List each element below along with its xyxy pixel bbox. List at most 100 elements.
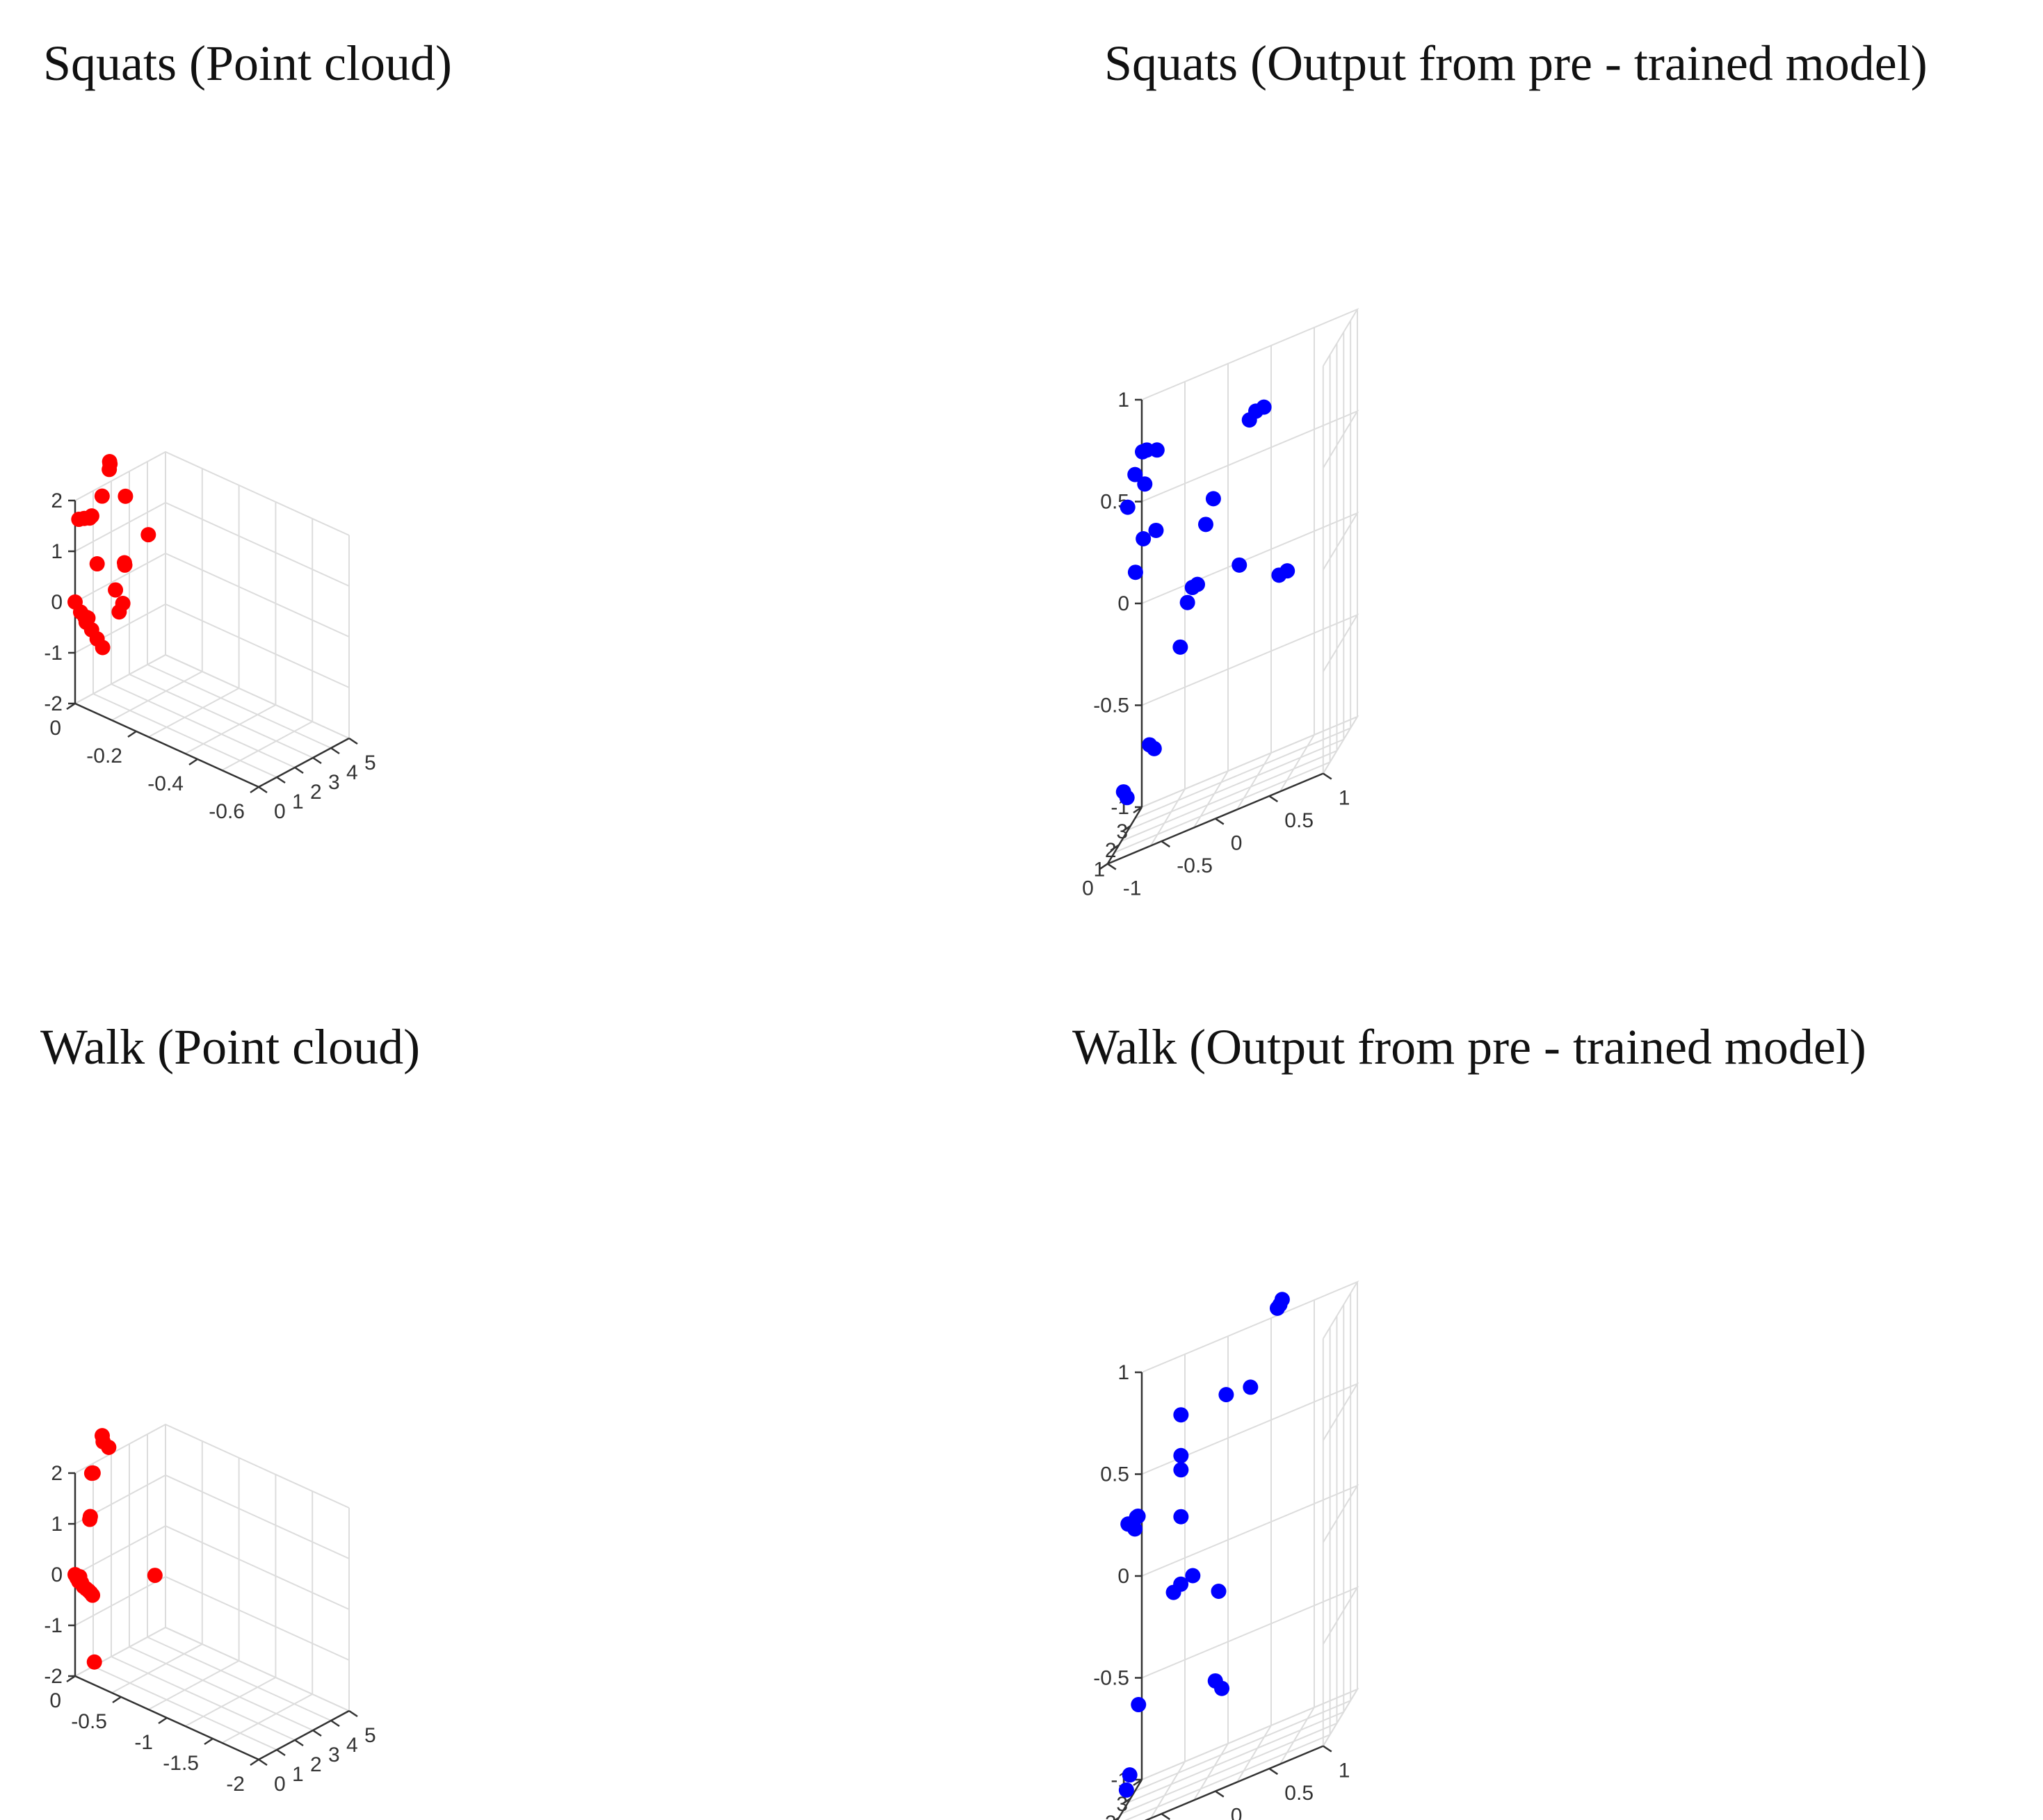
- grid-line: [1149, 1761, 1186, 1819]
- data-point: [1173, 1509, 1189, 1525]
- grid-line: [1141, 1689, 1358, 1780]
- grid-line: [147, 664, 332, 749]
- data-point: [1197, 517, 1213, 533]
- grid-line: [74, 1626, 350, 1712]
- grid-line: [165, 1627, 350, 1712]
- right-tick-label: 0: [274, 1773, 286, 1796]
- right-tick-mark: [1215, 1790, 1225, 1798]
- data-point: [1122, 1767, 1138, 1783]
- left-tick-mark: [188, 758, 198, 766]
- z-tick-label: -1: [44, 1614, 63, 1637]
- chart-panel-4: Walk (Output from pre - trained model)-1…: [1072, 1019, 1866, 1820]
- left-tick-mark: [1110, 844, 1120, 852]
- z-tick-label: 1: [51, 540, 63, 563]
- right-tick-mark: [1161, 1813, 1170, 1820]
- right-tick-mark: [1323, 772, 1332, 780]
- right-tick-mark: [348, 737, 358, 745]
- right-tick-label: 1: [1339, 787, 1350, 810]
- data-point: [1274, 1292, 1290, 1308]
- grid-line: [148, 688, 240, 738]
- right-tick-label: 3: [328, 771, 340, 794]
- right-tick-label: 3: [328, 1744, 340, 1766]
- left-tick-mark: [66, 1675, 76, 1683]
- data-point: [1243, 1379, 1259, 1395]
- grid-line: [1141, 1484, 1359, 1577]
- right-tick-label: -1: [1123, 877, 1142, 900]
- z-tick-label: 2: [51, 489, 63, 512]
- z-tick-label: -1: [44, 642, 63, 665]
- left-tick-label: -0.6: [209, 800, 245, 823]
- right-tick-mark: [312, 1729, 322, 1737]
- data-point: [1185, 1568, 1201, 1584]
- grid-line: [1141, 613, 1359, 706]
- grid-line: [1127, 1711, 1344, 1803]
- grid-line: [1124, 1734, 1331, 1820]
- grid-line: [147, 1636, 332, 1721]
- data-point: [1211, 1583, 1227, 1599]
- z-tick-label: 0.5: [1100, 1463, 1129, 1486]
- right-tick-label: 1: [292, 1763, 304, 1786]
- right-tick-mark: [276, 776, 286, 784]
- right-tick-label: 4: [346, 1734, 358, 1757]
- right-tick-mark: [330, 747, 340, 755]
- z-tick-label: -2: [44, 1665, 63, 1688]
- left-tick-label: -1.5: [163, 1752, 199, 1775]
- data-point: [1146, 740, 1162, 756]
- data-point: [82, 1509, 98, 1525]
- grid-line: [148, 1660, 240, 1710]
- left-tick-label: 2: [1105, 1812, 1117, 1820]
- grid-line: [1114, 761, 1331, 854]
- grid-line: [1193, 1743, 1229, 1801]
- left-tick-mark: [1133, 1778, 1142, 1787]
- data-point: [83, 508, 99, 524]
- data-point: [1173, 1447, 1189, 1463]
- left-tick-mark: [250, 786, 259, 794]
- grid-line: [74, 1525, 350, 1610]
- grid-line: [1141, 307, 1359, 400]
- data-point: [102, 456, 118, 472]
- left-tick-mark: [158, 1716, 168, 1725]
- right-tick-mark: [294, 766, 304, 774]
- right-tick-mark: [258, 1758, 268, 1766]
- grid-line: [1141, 511, 1359, 604]
- data-point: [85, 1465, 101, 1481]
- left-tick-label: -0.4: [147, 772, 184, 795]
- right-tick-mark: [1268, 1768, 1278, 1776]
- data-point: [108, 582, 124, 598]
- left-axis: [1106, 806, 1143, 865]
- data-point: [1136, 531, 1152, 547]
- grid-line: [1279, 734, 1315, 793]
- right-tick-label: 1: [1339, 1760, 1350, 1782]
- data-point: [1120, 1516, 1136, 1532]
- data-point: [117, 557, 133, 573]
- right-tick-label: 0: [274, 800, 286, 823]
- grid-line: [184, 704, 276, 754]
- grid-line: [1121, 1723, 1337, 1814]
- data-point: [1279, 563, 1295, 579]
- z-tick-label: -2: [44, 692, 63, 715]
- right-tick-mark: [312, 756, 322, 765]
- grid-line: [111, 671, 203, 721]
- z-tick-label: -0.5: [1093, 1667, 1129, 1690]
- left-tick-label: 0: [1082, 877, 1094, 900]
- data-point: [1149, 442, 1165, 458]
- right-tick-mark: [294, 1739, 304, 1747]
- data-point: [95, 640, 111, 656]
- data-point: [1173, 1462, 1189, 1478]
- data-point: [1232, 557, 1247, 573]
- right-tick-mark: [348, 1709, 358, 1718]
- grid-line: [1134, 727, 1351, 820]
- left-tick-mark: [1099, 863, 1108, 870]
- left-axis: [1116, 1779, 1143, 1820]
- data-point: [94, 488, 110, 504]
- data-point: [147, 1568, 163, 1584]
- grid-line: [129, 674, 314, 758]
- z-tick-label: -0.5: [1093, 694, 1129, 717]
- data-point: [1131, 1697, 1147, 1713]
- grid-line: [1279, 1707, 1315, 1765]
- left-tick-mark: [112, 1696, 122, 1704]
- grid-line: [1141, 1586, 1359, 1679]
- data-point: [1120, 499, 1136, 515]
- chart-title: Squats (Output from pre - trained model): [1104, 35, 1928, 91]
